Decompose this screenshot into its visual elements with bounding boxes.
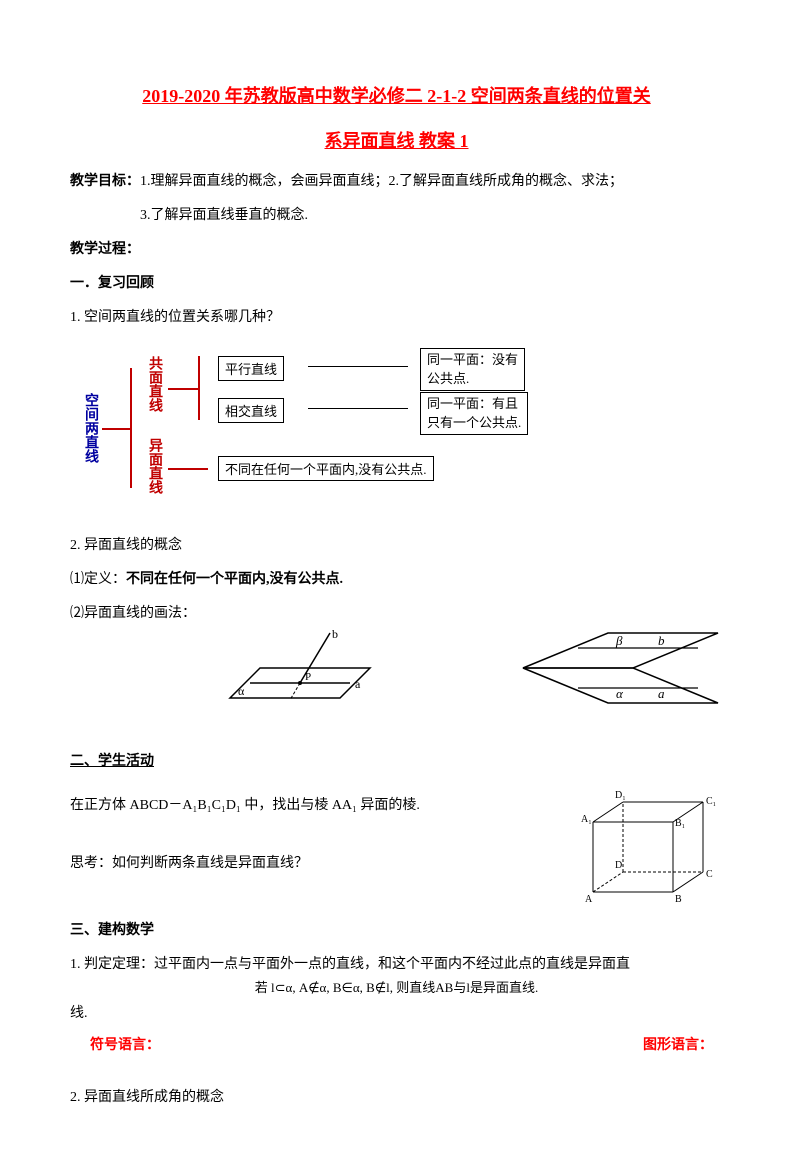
bracket-coplanar [198,356,200,420]
classification-diagram: 空间两直线 共面直线 异面直线 平行直线 相交直线 同一平面：没有 公共点. 同… [70,338,720,518]
desc1b: 公共点. [427,371,469,386]
cube-C1: C₁ [706,796,716,807]
diagram-root: 空间两直线 [80,393,100,463]
label-alpha2: α [616,686,624,701]
activity-block: A B C D A₁ B₁ C₁ D₁ 在正方体 ABCD－A₁B₁C₁D₁ 中… [70,782,723,917]
leaf-intersect: 相交直线 [218,398,284,423]
theorem-label: 1. 判定定理： [70,957,154,972]
label-alpha: α [238,684,245,698]
goal-label: 教学目标： [70,174,140,189]
line-b1 [168,388,198,390]
figure-language-label: 图形语言： [643,1034,713,1054]
leaf-parallel: 平行直线 [218,356,284,381]
drawing-2: β b α a [518,628,723,718]
cube-D1: D₁ [615,790,626,801]
line-d2 [308,408,408,409]
section-3-heading: 三、建构数学 [70,917,723,945]
goal-text-2: 3.了解异面直线垂直的概念. [70,202,723,230]
cube-D: D [615,860,622,871]
line-root [102,428,130,430]
label-a: a [355,677,361,691]
desc2b: 只有一个公共点. [427,415,521,430]
theorem-text-2: 线. [70,1000,723,1028]
cube-C: C [706,869,713,880]
language-labels: 符号语言： 图形语言： [70,1034,723,1054]
label-b: b [332,628,338,641]
teaching-goal: 教学目标：1.理解异面直线的概念，会画异面直线；2.了解异面直线所成角的概念、求… [70,168,723,196]
drawing-label: ⑵异面直线的画法： [70,600,723,628]
doc-title-line1: 2019-2020 年苏教版高中数学必修二 2-1-2 空间两条直线的位置关 [70,80,723,112]
process-label: 教学过程： [70,236,723,264]
definition-line: ⑴定义：不同在任何一个平面内,没有公共点. [70,566,723,594]
def-text: 不同在任何一个平面内,没有公共点. [126,572,343,587]
desc2a: 同一平面：有且 [427,396,518,411]
theorem-formula: 若 l⊂α, A∉α, B∈α, B∉l, 则直线AB与l是异面直线. [70,977,723,996]
branch-skew: 异面直线 [144,438,164,494]
symbol-language-label: 符号语言： [90,1034,160,1054]
branch-coplanar: 共面直线 [144,356,164,412]
def-label: ⑴定义： [70,572,126,587]
desc-parallel: 同一平面：没有 公共点. [420,348,525,390]
desc-skew: 不同在任何一个平面内,没有公共点. [218,456,434,481]
label-P: P [305,671,311,683]
label-b2: b [658,633,665,648]
theorem-text: 过平面内一点与平面外一点的直线，和这个平面内不经过此点的直线是异面直 [154,957,630,972]
cube-B1: B₁ [675,818,685,829]
bracket-root [130,368,132,488]
cube-figure: A B C D A₁ B₁ C₁ D₁ [573,782,723,917]
question-3: 2. 异面直线所成角的概念 [70,1084,723,1112]
section-1-heading: 一．复习回顾 [70,270,723,298]
goal-text-1: 1.理解异面直线的概念，会画异面直线；2.了解异面直线所成角的概念、求法； [140,174,623,189]
label-a2: a [658,686,665,701]
drawing-1: b a P α [220,628,378,728]
question-1: 1. 空间两直线的位置关系哪几种？ [70,304,723,332]
label-beta2: β [615,633,623,648]
theorem-line: 1. 判定定理：过平面内一点与平面外一点的直线，和这个平面内不经过此点的直线是异… [70,951,723,979]
question-2: 2. 异面直线的概念 [70,532,723,560]
desc1a: 同一平面：没有 [427,352,518,367]
skew-line-drawings: b a P α β b α a [220,628,723,728]
line-b2 [168,468,208,470]
cube-A: A [585,894,593,905]
doc-title-line2: 系异面直线 教案 1 [70,127,723,153]
line-d1 [308,366,408,367]
cube-A1: A₁ [581,814,592,825]
section-2-heading: 二、学生活动 [70,748,723,776]
cube-B: B [675,894,682,905]
page-container: 2019-2020 年苏教版高中数学必修二 2-1-2 空间两条直线的位置关 系… [0,0,793,1158]
desc-intersect: 同一平面：有且 只有一个公共点. [420,392,528,434]
